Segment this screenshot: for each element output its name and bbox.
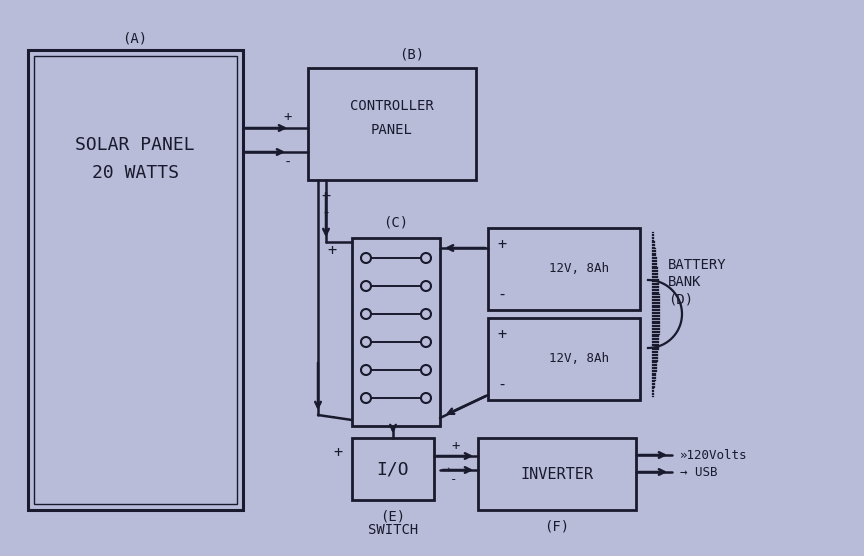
Text: »120Volts: »120Volts [680, 449, 747, 461]
Bar [488, 228, 640, 310]
Text: -: - [321, 205, 331, 220]
Text: (E): (E) [380, 509, 405, 523]
Bar [352, 438, 434, 500]
Text: +: + [334, 444, 342, 459]
Text: SOLAR PANEL: SOLAR PANEL [75, 136, 194, 154]
Bar [28, 50, 243, 510]
Text: BANK: BANK [668, 275, 702, 289]
Text: (A): (A) [123, 31, 148, 45]
Bar [308, 68, 476, 180]
Text: -: - [327, 409, 337, 424]
Bar [478, 438, 636, 510]
Text: (B): (B) [399, 47, 424, 61]
Text: +: + [452, 439, 461, 453]
Text: (F): (F) [544, 519, 569, 533]
Text: PANEL: PANEL [371, 123, 413, 137]
Text: (D): (D) [668, 292, 693, 306]
Text: INVERTER: INVERTER [520, 466, 594, 481]
Bar [352, 238, 440, 426]
Text: +: + [327, 242, 337, 257]
Text: -: - [498, 286, 506, 301]
Text: +: + [283, 110, 292, 124]
Text: -: - [450, 474, 458, 486]
Text: 12V, 8Ah: 12V, 8Ah [549, 351, 609, 365]
Text: (C): (C) [384, 215, 409, 229]
Text: 20 WATTS: 20 WATTS [92, 164, 179, 182]
Text: BATTERY: BATTERY [668, 258, 727, 272]
Text: CONTROLLER: CONTROLLER [350, 99, 434, 113]
Text: +: + [321, 188, 331, 203]
Text: -: - [498, 376, 506, 391]
Bar [34, 56, 237, 504]
Text: +: + [498, 326, 506, 341]
Text: 12V, 8Ah: 12V, 8Ah [549, 261, 609, 275]
Bar [488, 318, 640, 400]
Text: → USB: → USB [680, 465, 717, 479]
Text: →: → [442, 464, 450, 476]
Text: -: - [283, 156, 292, 170]
Text: I/O: I/O [377, 460, 410, 478]
Text: +: + [498, 236, 506, 251]
Text: SWITCH: SWITCH [368, 523, 418, 537]
